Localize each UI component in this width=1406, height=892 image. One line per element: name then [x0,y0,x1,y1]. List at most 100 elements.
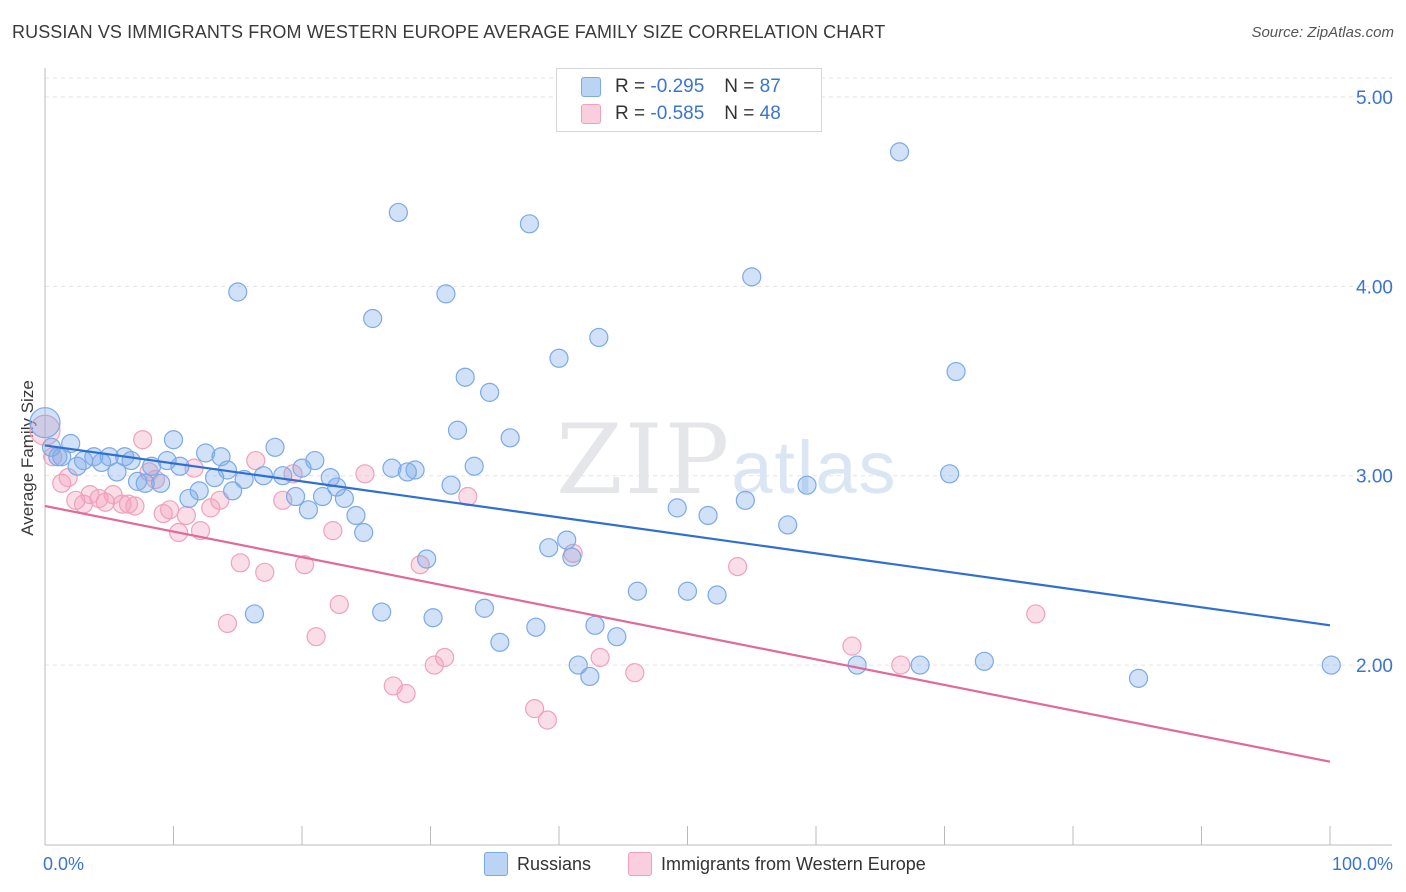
russians-point [107,462,127,482]
x-tick-label-min: 0.0% [43,854,84,874]
russians-point [677,581,698,601]
russians-n-label: N = [724,76,755,97]
western-europe-trend-line [44,504,1331,763]
western-europe-point [524,699,545,719]
russians-point [372,602,392,622]
russians-point [436,284,456,304]
russians-point [526,617,546,637]
y-tick-label: 4.00 [1356,277,1393,298]
russians-point [627,581,647,601]
russians-point [889,142,910,162]
russians-point [417,549,437,569]
russians-point [742,267,762,287]
russians-point [312,486,333,507]
western-europe-point [537,710,558,730]
russians-n-value: 87 [759,76,781,97]
russians-point [580,666,600,687]
western-europe-point [306,627,326,647]
russians-point [500,428,520,448]
watermark-atlas: atlas [731,426,898,509]
russians-point [797,475,817,495]
russians-point [320,467,340,488]
western-n-value: 48 [759,103,781,124]
russians-point [519,214,540,234]
russians-point [847,655,867,675]
russians-point [707,585,727,605]
western-europe-point [95,492,115,512]
russians-point [244,604,265,624]
western-europe-point [435,647,455,668]
western-europe-point [355,464,375,484]
y-tick-label: 5.00 [1356,88,1393,109]
russians-point [163,430,184,450]
russians-point [447,420,468,440]
western-europe-point [125,496,145,516]
russians-point [285,486,306,507]
russians-swatch [581,77,601,97]
western-europe-point [217,613,238,634]
russians-point [735,490,755,510]
western-europe-swatch [581,104,601,124]
russians-point [405,460,425,480]
axes [44,68,1392,846]
russians-point [474,598,495,618]
western-europe-point [625,663,645,683]
russians-r-label: R = [615,76,646,97]
russians-r-value: -0.295 [650,76,705,97]
western-europe-point [323,521,343,541]
russians-point [196,443,216,463]
russians-point [397,462,417,482]
chart-title: RUSSIAN VS IMMIGRANTS FROM WESTERN EUROP… [12,22,886,42]
western-europe-point [133,430,153,450]
russians-point [974,651,994,671]
russians-point [346,505,366,526]
y-tick-label: 3.00 [1356,467,1393,488]
russians-point [568,655,588,675]
western-europe-point [590,647,610,668]
western-europe-point [230,553,250,573]
western-europe-point [255,562,275,582]
tick-labels: 2.00 3.00 4.00 5.00 0.0% 100.0% [43,88,1393,874]
watermark: ZIPatlas [556,404,898,516]
russians-point [388,202,408,223]
russians-point [363,308,383,329]
western-europe-point [29,414,61,446]
russians-point [382,458,402,478]
russians-point [946,361,966,382]
western-europe-point [728,557,748,577]
western-europe-point [294,555,315,575]
russians-point [273,466,293,486]
russians-point [151,473,171,493]
watermark-zip: ZIP [556,404,732,516]
legend-row-russians: R = -0.295 N = 87 [581,74,781,100]
russians-point [127,471,148,491]
russians-point [549,348,569,368]
russians-point [223,481,243,501]
western-europe-point [1026,604,1046,624]
russians-point [189,481,209,501]
western-europe-point [246,450,266,471]
russians-point [354,522,374,543]
western-europe-point [424,655,444,675]
western-europe-point [210,490,230,510]
y-tick-label: 2.00 [1356,656,1393,677]
western-europe-point [273,490,293,510]
russians-point [121,450,141,471]
russians-point [464,456,484,476]
trend-lines [44,444,1331,763]
russians-point [305,450,325,471]
x-tick-label-max: 100.0% [1332,854,1393,874]
russians-point [455,367,475,387]
western-europe-point [176,505,196,526]
russians-point [490,632,510,652]
bottom-russians-swatch [484,852,508,876]
russians-point [29,407,61,439]
russians-point [940,464,960,484]
russians-trend-line [44,444,1331,627]
russians-point [778,515,798,535]
western-europe-point [160,500,180,520]
russians-point [423,608,443,628]
russians-point [265,437,285,457]
russians-point [607,627,627,647]
